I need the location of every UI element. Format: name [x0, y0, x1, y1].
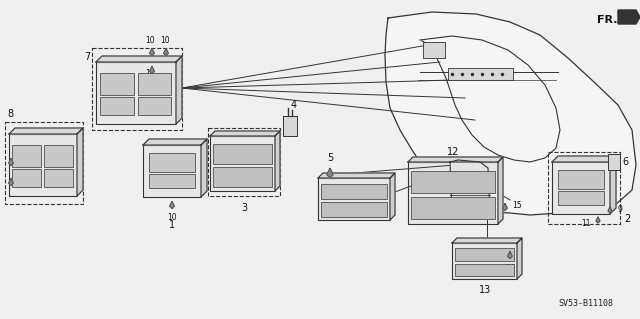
- Polygon shape: [608, 207, 612, 213]
- Bar: [411, 171, 495, 193]
- Bar: [455, 263, 514, 276]
- Bar: [149, 174, 195, 189]
- Polygon shape: [450, 160, 490, 218]
- Bar: [96, 62, 176, 124]
- Polygon shape: [390, 173, 395, 220]
- Text: 8: 8: [7, 109, 13, 119]
- Polygon shape: [318, 173, 395, 178]
- Text: 15: 15: [512, 201, 522, 210]
- Text: 1: 1: [169, 220, 175, 230]
- Bar: [44, 145, 73, 167]
- Text: 11: 11: [582, 219, 591, 228]
- Bar: [92, 48, 182, 130]
- Polygon shape: [498, 157, 503, 224]
- Bar: [321, 184, 387, 199]
- Text: 10: 10: [160, 36, 170, 45]
- Text: 10: 10: [167, 213, 177, 222]
- Polygon shape: [508, 251, 513, 259]
- Polygon shape: [408, 157, 503, 162]
- Bar: [448, 68, 513, 80]
- Text: 7: 7: [84, 52, 90, 62]
- Bar: [213, 144, 272, 164]
- Text: 2: 2: [624, 214, 630, 224]
- Bar: [138, 98, 172, 115]
- Text: FR.: FR.: [597, 15, 618, 25]
- Bar: [608, 154, 620, 170]
- Text: 3: 3: [241, 203, 247, 213]
- Text: SV53-B11108: SV53-B11108: [558, 299, 613, 308]
- Bar: [9, 134, 77, 196]
- Bar: [12, 145, 41, 167]
- Text: 9: 9: [618, 205, 623, 214]
- Text: 14: 14: [505, 264, 515, 273]
- Bar: [213, 167, 272, 187]
- Polygon shape: [385, 12, 636, 215]
- Bar: [149, 153, 195, 172]
- Polygon shape: [77, 128, 83, 196]
- Text: 10: 10: [19, 175, 29, 184]
- Polygon shape: [170, 201, 174, 209]
- Bar: [408, 162, 498, 224]
- Polygon shape: [502, 204, 508, 211]
- Bar: [548, 152, 620, 224]
- Bar: [321, 202, 387, 217]
- Bar: [5, 122, 83, 204]
- Bar: [552, 162, 610, 214]
- Bar: [208, 128, 280, 196]
- Polygon shape: [517, 238, 522, 279]
- Text: 12: 12: [447, 147, 459, 157]
- Bar: [283, 116, 297, 136]
- Polygon shape: [201, 139, 207, 197]
- Bar: [44, 169, 73, 187]
- Bar: [455, 249, 514, 261]
- Polygon shape: [150, 66, 154, 74]
- Bar: [558, 170, 604, 189]
- Bar: [411, 197, 495, 219]
- Polygon shape: [8, 159, 13, 166]
- Bar: [100, 98, 134, 115]
- Bar: [423, 42, 445, 58]
- Text: 10: 10: [19, 155, 29, 165]
- Polygon shape: [552, 156, 616, 162]
- Polygon shape: [164, 48, 168, 56]
- Polygon shape: [596, 217, 600, 223]
- Text: 10: 10: [145, 36, 155, 45]
- Polygon shape: [96, 56, 182, 62]
- Polygon shape: [618, 10, 640, 24]
- Text: 5: 5: [327, 153, 333, 163]
- Bar: [558, 190, 604, 205]
- Polygon shape: [143, 139, 207, 145]
- Text: 6: 6: [622, 157, 628, 167]
- Bar: [143, 145, 201, 197]
- Polygon shape: [150, 48, 154, 56]
- Polygon shape: [8, 178, 13, 186]
- Polygon shape: [610, 156, 616, 214]
- Polygon shape: [210, 131, 280, 136]
- Polygon shape: [327, 168, 333, 178]
- Bar: [100, 73, 134, 95]
- Polygon shape: [452, 238, 522, 243]
- Text: 13: 13: [479, 285, 491, 295]
- Bar: [210, 136, 275, 191]
- Bar: [452, 243, 517, 279]
- Bar: [12, 169, 41, 187]
- Polygon shape: [176, 56, 182, 124]
- Bar: [318, 178, 390, 220]
- Polygon shape: [9, 128, 83, 134]
- Bar: [138, 73, 172, 95]
- Text: 10: 10: [145, 69, 155, 78]
- Text: 4: 4: [291, 100, 297, 110]
- Polygon shape: [275, 131, 280, 191]
